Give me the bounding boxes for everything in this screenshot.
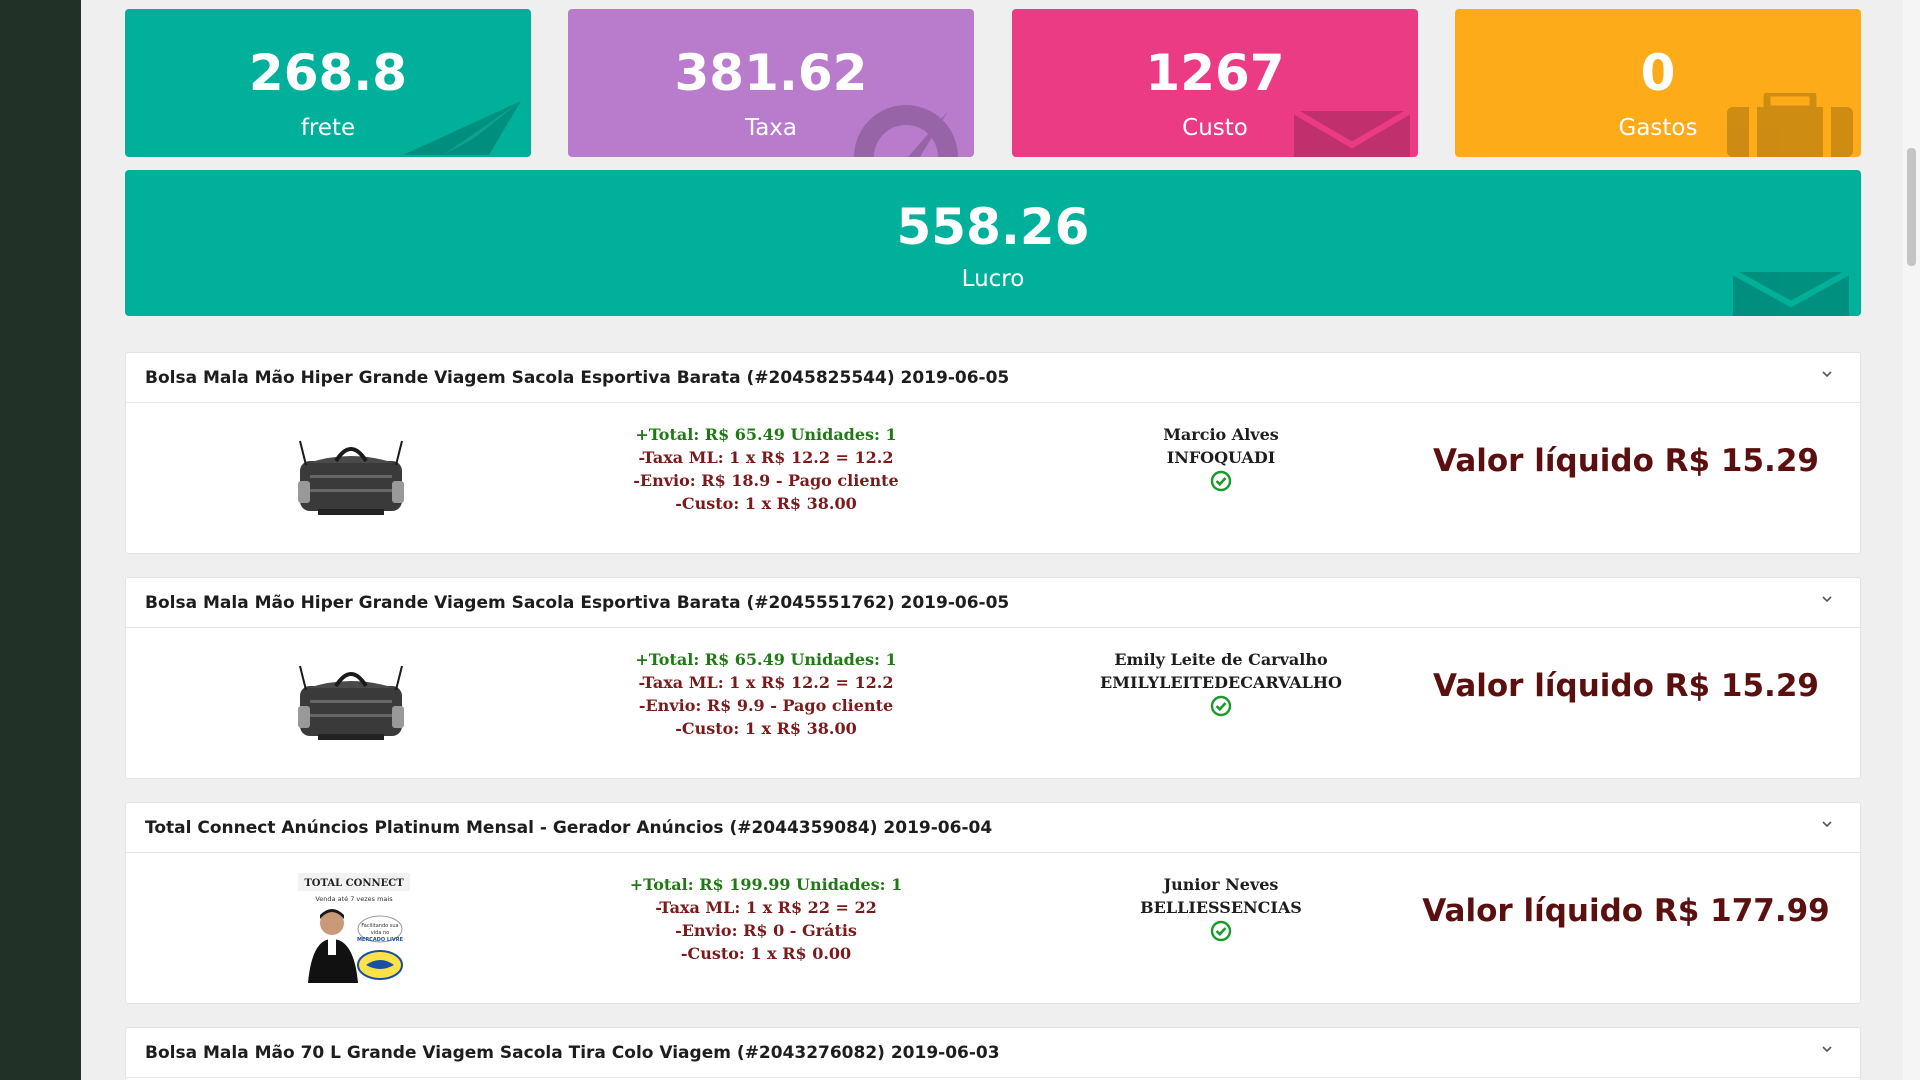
stat-cards: 268.8 frete 381.62 Taxa 1267 Custo 0 [125,9,1861,157]
order-cost-line: -Custo: 1 x R$ 0.00 [680,944,852,963]
order-header[interactable]: Bolsa Mala Mão Hiper Grande Viagem Sacol… [126,353,1860,403]
banner-brand-text: TOTAL CONNECT [304,878,404,889]
order-calculation: +Total: R$ 65.49 Unidades: 1 -Taxa ML: 1… [606,423,926,515]
net-value: Valor líquido R$ 177.99 [1422,893,1830,929]
order-buyer: Marcio Alves INFOQUADI [1041,423,1401,492]
order-header[interactable]: Bolsa Mala Mão Hiper Grande Viagem Sacol… [126,578,1860,628]
order-shipping-line: -Envio: R$ 0 - Grátis [675,921,857,940]
chevron-down-icon[interactable] [1820,592,1834,606]
buyer-name: Marcio Alves [1163,425,1279,444]
profit-card: 558.26 Lucro [125,170,1861,316]
stat-value: 1267 [1145,44,1285,102]
duffel-bag-image [298,440,404,515]
scrollbar[interactable] [1903,0,1920,1080]
svg-text:MERCADO LIVRE: MERCADO LIVRE [357,937,404,943]
envelope-icon [1733,272,1849,316]
order-header[interactable]: Total Connect Anúncios Platinum Mensal -… [126,803,1860,853]
paper-plane-icon [403,101,521,155]
order-title: Bolsa Mala Mão Hiper Grande Viagem Sacol… [145,368,1010,388]
chevron-down-icon[interactable] [1820,367,1834,381]
order-card: Total Connect Anúncios Platinum Mensal -… [125,802,1861,1004]
sidebar [0,0,81,1080]
order-total-line: +Total: R$ 199.99 Unidades: 1 [629,875,903,894]
stat-card-taxa: 381.62 Taxa [568,9,974,157]
order-body: +Total: R$ 65.49 Unidades: 1 -Taxa ML: 1… [126,403,1860,553]
stat-label: Taxa [744,115,798,141]
order-fee-line: -Taxa ML: 1 x R$ 12.2 = 12.2 [638,448,894,467]
order-total-line: +Total: R$ 65.49 Unidades: 1 [635,650,897,669]
order-total-line: +Total: R$ 65.49 Unidades: 1 [635,425,897,444]
stat-card-frete: 268.8 frete [125,9,531,157]
profit-label: Lucro [961,266,1025,292]
order-shipping-line: -Envio: R$ 9.9 - Pago cliente [638,696,894,715]
gauge-icon [854,105,958,157]
scrollbar-thumb[interactable] [1907,148,1916,266]
chevron-down-icon[interactable] [1820,1042,1834,1056]
stat-label: Gastos [1618,115,1698,141]
order-title: Bolsa Mala Mão 70 L Grande Viagem Sacola… [145,1043,1000,1063]
stat-card-custo: 1267 Custo [1012,9,1418,157]
stat-label: Custo [1182,115,1248,141]
order-buyer: Junior Neves BELLIESSENCIAS [1041,873,1401,942]
order-title: Bolsa Mala Mão Hiper Grande Viagem Sacol… [145,593,1010,613]
duffel-bag-image [298,665,404,740]
stat-value: 268.8 [248,44,408,102]
chevron-down-icon[interactable] [1820,817,1834,831]
check-circle-icon [1210,920,1232,942]
order-card: Bolsa Mala Mão Hiper Grande Viagem Sacol… [125,352,1861,554]
order-calculation: +Total: R$ 65.49 Unidades: 1 -Taxa ML: 1… [606,648,926,740]
check-circle-icon [1210,470,1232,492]
banner-tagline-text: Venda até 7 vezes mais [315,895,393,903]
net-value: Valor líquido R$ 15.29 [1433,668,1819,704]
check-circle-icon [1210,695,1232,717]
order-header[interactable]: Bolsa Mala Mão 70 L Grande Viagem Sacola… [126,1028,1860,1078]
profit-value: 558.26 [896,198,1090,256]
order-fee-line: -Taxa ML: 1 x R$ 12.2 = 12.2 [638,673,894,692]
order-card: Bolsa Mala Mão Hiper Grande Viagem Sacol… [125,577,1861,779]
buyer-nickname: EMILYLEITEDECARVALHO [1100,673,1342,692]
order-body: TOTAL CONNECT Venda até 7 vezes mais Fac… [126,853,1860,1003]
order-fee-line: -Taxa ML: 1 x R$ 22 = 22 [655,898,877,917]
buyer-name: Emily Leite de Carvalho [1114,650,1328,669]
order-cost-line: -Custo: 1 x R$ 38.00 [675,494,857,513]
order-body: +Total: R$ 65.49 Unidades: 1 -Taxa ML: 1… [126,628,1860,778]
order-cost-line: -Custo: 1 x R$ 38.00 [675,719,857,738]
order-title: Total Connect Anúncios Platinum Mensal -… [145,818,993,838]
svg-text:Facilitando sua: Facilitando sua [361,923,398,929]
net-value: Valor líquido R$ 15.29 [1433,443,1819,479]
order-buyer: Emily Leite de Carvalho EMILYLEITEDECARV… [1041,648,1401,717]
stat-card-gastos: 0 Gastos [1455,9,1861,157]
order-calculation: +Total: R$ 199.99 Unidades: 1 -Taxa ML: … [606,873,926,965]
total-connect-banner-image: TOTAL CONNECT Venda até 7 vezes mais Fac… [298,873,410,983]
stat-value: 381.62 [674,44,868,102]
buyer-name: Junior Neves [1163,875,1279,894]
svg-text:vida no: vida no [371,930,389,936]
briefcase-icon [1727,93,1853,157]
buyer-nickname: BELLIESSENCIAS [1140,898,1302,917]
order-shipping-line: -Envio: R$ 18.9 - Pago cliente [633,471,899,490]
order-card: Bolsa Mala Mão 70 L Grande Viagem Sacola… [125,1027,1861,1080]
stat-label: frete [300,115,356,141]
stat-value: 0 [1640,44,1676,102]
envelope-icon [1294,111,1410,157]
buyer-nickname: INFOQUADI [1166,448,1276,467]
